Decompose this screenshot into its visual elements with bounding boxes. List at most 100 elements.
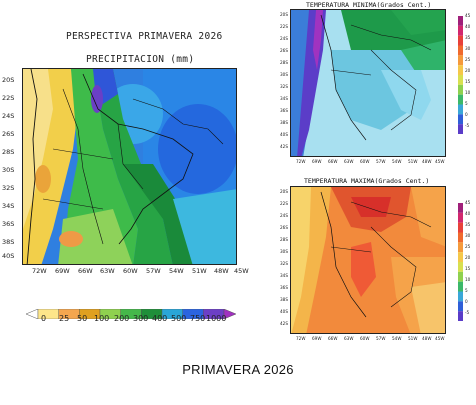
tmin-lat-label: 22S (280, 24, 288, 29)
tmax-map (290, 186, 446, 334)
tmin-lat-label: 30S (280, 72, 288, 77)
tmax-lat-label: 34S (280, 273, 288, 278)
tmin-lat-label: 34S (280, 96, 288, 101)
tmin-lon-label: 57W (376, 159, 386, 164)
precip-colorbar-label: 750 (190, 314, 206, 323)
tmin-scale-label: 0 (465, 112, 468, 117)
tmin-lat-label: 24S (280, 36, 288, 41)
tmin-map-image (291, 10, 445, 156)
scale-swatch (458, 262, 463, 272)
tmax-colorscale-swatches (458, 203, 463, 321)
tmin-lon-label: 48W (422, 159, 432, 164)
scale-swatch (458, 25, 463, 36)
tmin-scale-label: 25 (465, 57, 471, 62)
tmin-scale-label: -5 (465, 123, 470, 128)
scale-swatch (458, 55, 463, 66)
tmax-lon-label: 57W (376, 336, 386, 341)
precip-lat-label: 20S (2, 76, 15, 84)
tmin-lon-label: 54W (392, 159, 402, 164)
precip-lat-label: 28S (2, 148, 15, 156)
tmax-title: TEMPERATURA MAXIMA(Grados Cent.) (304, 177, 430, 185)
precip-lon-label: 57W (146, 267, 161, 275)
tmin-lat-label: 42S (280, 144, 288, 149)
tmin-lon-label: 63W (344, 159, 354, 164)
tmin-scale-label: 20 (465, 68, 471, 73)
tmax-scale-labels: 45 40 35 30 25 20 15 10 5 0 -5 (465, 200, 475, 325)
scale-swatch (458, 222, 463, 233)
tmax-lon-label: 51W (408, 336, 418, 341)
scale-swatch (458, 301, 463, 312)
tmax-scale-label: 35 (465, 222, 471, 227)
precip-colorbar-label: 50 (77, 314, 88, 323)
precip-colorbar-label: 200 (114, 314, 130, 323)
precip-lat-axis: 20S 22S 24S 26S 28S 30S 32S 34S 36S 38S … (2, 68, 22, 265)
tmin-lat-label: 40S (280, 132, 288, 137)
tmin-lat-label: 32S (280, 84, 288, 89)
precip-colorbar-label: 25 (59, 314, 70, 323)
precip-lon-label: 63W (100, 267, 115, 275)
precip-lat-label: 38S (2, 238, 15, 246)
tmax-lon-label: 66W (328, 336, 338, 341)
scale-swatch (458, 232, 463, 243)
tmax-lon-label: 45W (435, 336, 445, 341)
tmax-lat-axis: 20S 22S 24S 26S 28S 30S 32S 34S 36S 38S … (280, 186, 290, 334)
tmax-scale-label: 5 (465, 288, 468, 293)
tmax-colorscale (458, 203, 463, 321)
precip-lon-axis: 72W 69W 66W 63W 60W 57W 54W 51W 48W 45W (22, 267, 249, 277)
tmin-scale-label: 10 (465, 90, 471, 95)
tmin-lon-label: 60W (360, 159, 370, 164)
season-caption: PRIMAVERA 2026 (182, 362, 294, 377)
scale-swatch (458, 104, 463, 115)
precip-lat-label: 24S (2, 112, 15, 120)
scale-swatch (458, 45, 463, 56)
precip-lat-label: 34S (2, 202, 15, 210)
tmin-lon-axis: 72W 69W 66W 63W 60W 57W 54W 51W 48W 45W (290, 159, 446, 165)
tmin-scale-label: 40 (465, 24, 471, 29)
precip-lon-label: 66W (78, 267, 93, 275)
tmin-colorscale-swatches (458, 16, 463, 134)
tmax-scale-label: 10 (465, 277, 471, 282)
tmax-scale-label: 0 (465, 299, 468, 304)
tmin-title: TEMPERATURA MINIMA(Grados Cent.) (306, 1, 432, 9)
tmin-scale-label: 5 (465, 101, 468, 106)
tmax-lat-label: 32S (280, 261, 288, 266)
precip-lat-label: 40S (2, 252, 15, 260)
precip-map (22, 68, 237, 265)
tmax-lon-label: 54W (392, 336, 402, 341)
scale-swatch (458, 124, 463, 134)
scale-swatch (458, 114, 463, 125)
tmin-lat-label: 36S (280, 108, 288, 113)
tmin-scale-label: 30 (465, 46, 471, 51)
tmin-scale-labels: 45 40 35 30 25 20 15 10 5 0 -5 (465, 13, 475, 138)
tmax-lon-label: 72W (296, 336, 306, 341)
tmax-lat-label: 22S (280, 201, 288, 206)
tmax-lat-label: 20S (280, 189, 288, 194)
tmin-lon-label: 51W (408, 159, 418, 164)
scale-swatch (458, 16, 463, 26)
scale-swatch (458, 311, 463, 321)
tmax-lon-label: 63W (344, 336, 354, 341)
scale-swatch (458, 35, 463, 46)
precip-lat-label: 32S (2, 184, 15, 192)
tmax-map-image (291, 187, 445, 333)
tmax-lon-label: 69W (312, 336, 322, 341)
precip-main-title: PERSPECTIVA PRIMAVERA 2026 (66, 31, 223, 42)
precip-lon-label: 51W (192, 267, 207, 275)
scale-swatch (458, 212, 463, 223)
tmax-lat-label: 36S (280, 285, 288, 290)
tmin-lon-label: 72W (296, 159, 306, 164)
tmax-lat-label: 28S (280, 237, 288, 242)
precip-colorbar-label: 100 (94, 314, 110, 323)
precip-lat-label: 26S (2, 130, 15, 138)
scale-swatch (458, 281, 463, 292)
precip-map-image (23, 69, 236, 264)
scale-swatch (458, 94, 463, 105)
precip-lat-label: 36S (2, 220, 15, 228)
tmax-lon-label: 60W (360, 336, 370, 341)
scale-swatch (458, 203, 463, 213)
tmax-lat-label: 40S (280, 309, 288, 314)
precip-lat-label: 30S (2, 166, 15, 174)
colorbar-right-arrow (223, 308, 237, 320)
scale-swatch (458, 75, 463, 85)
precip-colorbar (25, 304, 237, 320)
